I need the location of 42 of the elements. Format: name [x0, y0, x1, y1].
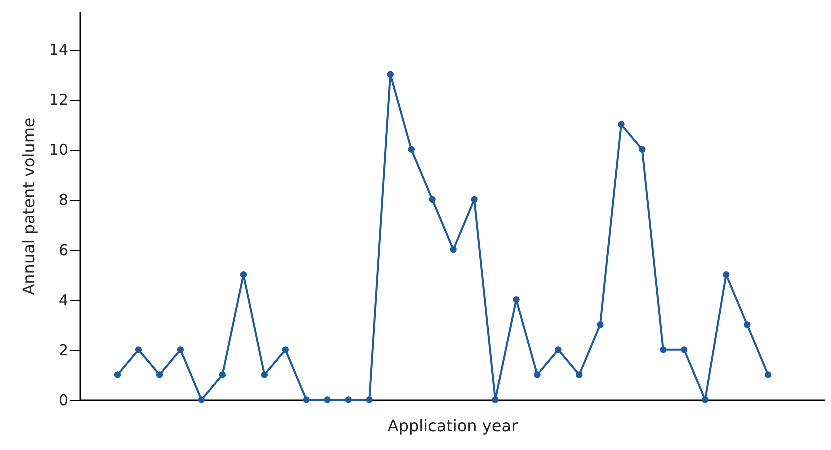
y-tick-label: 8: [58, 191, 68, 210]
point: [387, 71, 394, 78]
point: [135, 346, 142, 354]
point: [177, 346, 184, 354]
point: [764, 372, 772, 378]
point: [534, 372, 541, 378]
point: [429, 196, 436, 204]
point: [156, 372, 164, 378]
point: [450, 246, 457, 254]
point: [576, 372, 583, 378]
point: [282, 346, 290, 354]
point: [492, 396, 499, 404]
y-tick-label: 10: [49, 141, 68, 160]
point: [324, 396, 331, 404]
x-axis-title: Application year: [388, 416, 519, 436]
y-tick-label: 2: [58, 341, 68, 360]
point: [513, 296, 520, 304]
point: [345, 396, 352, 404]
point: [408, 146, 415, 154]
point: [555, 346, 562, 354]
point: [744, 322, 751, 328]
point: [639, 146, 646, 154]
point: [114, 372, 122, 378]
point: [366, 396, 373, 404]
point: [723, 271, 730, 278]
point: [219, 372, 226, 378]
point: [597, 322, 604, 328]
point: [303, 396, 310, 404]
point: [702, 396, 709, 404]
y-axis-title: Annual patent volume: [19, 118, 38, 296]
point: [660, 346, 667, 354]
point: [618, 121, 625, 128]
y-tick-label: 4: [58, 291, 68, 310]
point: [261, 372, 268, 378]
y-tick-label: 12: [49, 91, 68, 110]
y-tick-label: 6: [58, 241, 68, 260]
point: [471, 196, 478, 204]
point: [240, 271, 248, 278]
y-tick-label: 14: [49, 41, 68, 60]
point: [198, 396, 206, 404]
y-tick-label: 0: [58, 392, 68, 410]
point: [681, 346, 688, 354]
